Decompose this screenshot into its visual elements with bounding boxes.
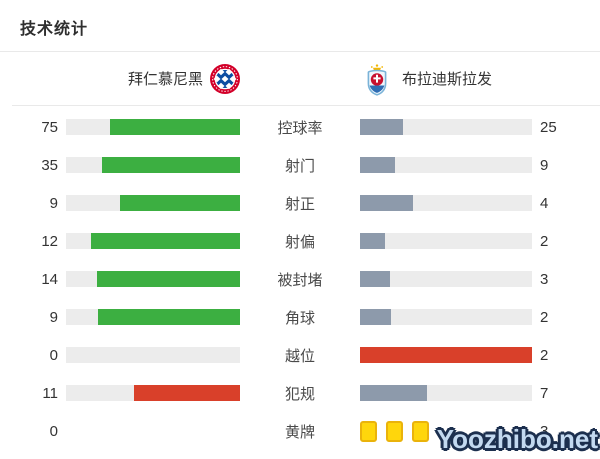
stat-row: 11 犯规 7 <box>0 374 600 412</box>
home-value: 0 <box>49 422 58 440</box>
stat-row: 75 控球率 25 <box>0 108 600 146</box>
stat-row: 0 黄牌 3 <box>0 412 600 450</box>
away-team: 布拉迪斯拉发 <box>300 63 600 96</box>
away-value: 3 <box>540 422 549 440</box>
stat-label: 控球率 <box>277 119 323 137</box>
away-value: 3 <box>540 270 549 288</box>
stats-list: 75 控球率 25 35 射门 9 9 射正 4 12 射偏 2 14 被封堵 … <box>0 106 600 450</box>
away-bar <box>360 309 532 325</box>
stat-row: 9 角球 2 <box>0 298 600 336</box>
home-bar <box>66 385 240 401</box>
home-bar <box>66 233 240 249</box>
stat-row: 14 被封堵 3 <box>0 260 600 298</box>
stat-label: 射偏 <box>284 233 315 251</box>
away-bar <box>360 195 532 211</box>
yellow-card-icon <box>360 420 377 442</box>
stat-row: 9 射正 4 <box>0 184 600 222</box>
away-bar <box>360 385 532 401</box>
home-bar <box>66 347 240 363</box>
home-value: 9 <box>49 194 58 212</box>
team-header-divider <box>12 105 600 106</box>
stat-row: 0 越位 2 <box>0 336 600 374</box>
stat-label: 射门 <box>284 157 315 175</box>
home-bar <box>66 271 240 287</box>
home-bar <box>66 195 240 211</box>
bratislava-logo-icon <box>362 63 392 96</box>
home-bar <box>66 423 240 439</box>
home-value: 14 <box>41 270 58 288</box>
stat-row: 12 射偏 2 <box>0 222 600 260</box>
away-value: 4 <box>540 194 549 212</box>
page-title: 技术统计 <box>20 21 89 38</box>
away-value: 9 <box>540 156 549 174</box>
away-value: 7 <box>540 384 549 402</box>
stat-label: 黄牌 <box>284 423 315 441</box>
yellow-card-icon <box>412 420 429 442</box>
team-header: 拜仁慕尼黑 <box>0 52 600 105</box>
away-bar <box>360 420 532 442</box>
home-team: 拜仁慕尼黑 <box>0 63 300 94</box>
home-value: 35 <box>41 156 58 174</box>
away-value: 2 <box>540 232 549 250</box>
away-bar <box>360 157 532 173</box>
home-value: 75 <box>41 118 58 136</box>
stat-label: 角球 <box>284 309 315 327</box>
away-bar <box>360 347 532 363</box>
stat-label: 射正 <box>284 195 315 213</box>
home-bar <box>66 119 240 135</box>
away-value: 2 <box>540 346 549 364</box>
stat-row: 35 射门 9 <box>0 146 600 184</box>
bayern-munich-logo-icon <box>210 63 240 94</box>
away-team-name: 布拉迪斯拉发 <box>402 71 493 88</box>
home-value: 12 <box>41 232 58 250</box>
watermark: Yoozhibo.net <box>436 424 598 454</box>
stat-label: 犯规 <box>284 385 315 403</box>
home-value: 9 <box>49 308 58 326</box>
stat-label: 越位 <box>284 347 315 365</box>
home-bar <box>66 157 240 173</box>
away-bar <box>360 271 532 287</box>
away-value: 25 <box>540 118 557 136</box>
away-bar <box>360 233 532 249</box>
yellow-card-icon <box>386 420 403 442</box>
home-value: 11 <box>42 384 58 402</box>
stat-label: 被封堵 <box>277 271 323 289</box>
home-bar <box>66 309 240 325</box>
home-value: 0 <box>49 346 58 364</box>
away-bar <box>360 119 532 135</box>
away-value: 2 <box>540 308 549 326</box>
home-team-name: 拜仁慕尼黑 <box>127 71 203 88</box>
header-divider <box>0 51 600 52</box>
